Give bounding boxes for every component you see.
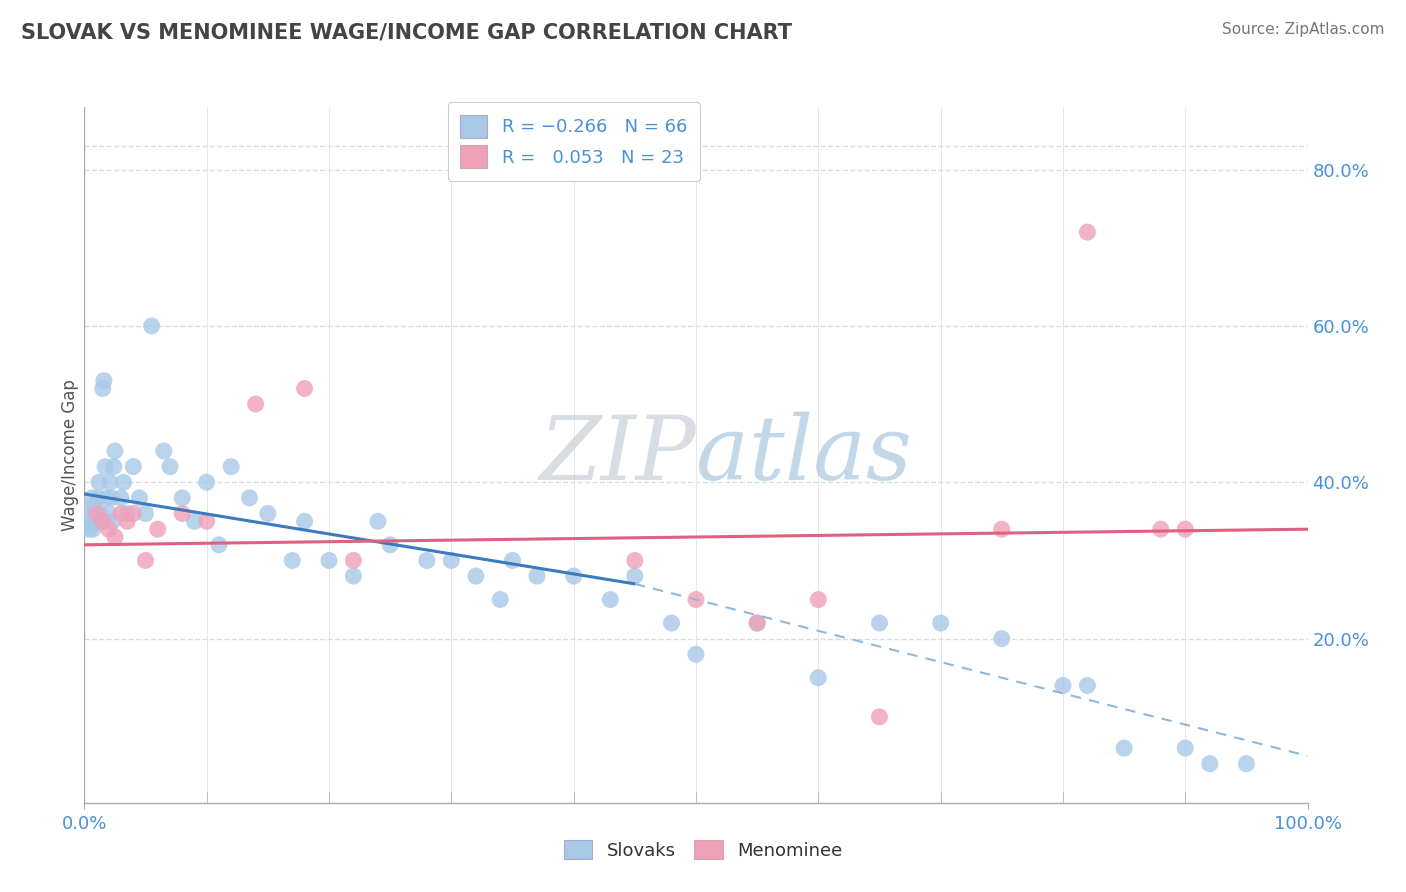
Point xyxy=(94,459,117,474)
Point xyxy=(115,514,138,528)
Point xyxy=(489,592,512,607)
Point xyxy=(91,382,114,396)
Point xyxy=(104,444,127,458)
Point xyxy=(80,491,103,505)
Point xyxy=(502,553,524,567)
Point xyxy=(1236,756,1258,771)
Point xyxy=(281,553,304,567)
Point xyxy=(87,475,110,490)
Point xyxy=(1076,679,1098,693)
Text: SLOVAK VS MENOMINEE WAGE/INCOME GAP CORRELATION CHART: SLOVAK VS MENOMINEE WAGE/INCOME GAP CORR… xyxy=(21,22,792,42)
Point xyxy=(128,491,150,505)
Point xyxy=(101,514,124,528)
Legend: R = −0.266   N = 66, R =   0.053   N = 23: R = −0.266 N = 66, R = 0.053 N = 23 xyxy=(447,103,700,181)
Text: ZIP: ZIP xyxy=(540,411,696,499)
Point xyxy=(1174,522,1197,536)
Point xyxy=(294,514,316,528)
Point xyxy=(104,530,127,544)
Point xyxy=(122,507,145,521)
Point xyxy=(380,538,402,552)
Point xyxy=(183,514,205,528)
Point xyxy=(135,507,157,521)
Point xyxy=(342,553,364,567)
Point xyxy=(141,318,163,333)
Point xyxy=(90,514,112,528)
Point xyxy=(869,615,891,630)
Point xyxy=(97,507,120,521)
Point xyxy=(929,615,952,630)
Point xyxy=(195,514,218,528)
Point xyxy=(146,522,169,536)
Point xyxy=(1150,522,1173,536)
Point xyxy=(342,569,364,583)
Point xyxy=(153,444,176,458)
Point xyxy=(238,491,260,505)
Point xyxy=(96,491,118,505)
Point xyxy=(1052,679,1074,693)
Point xyxy=(110,491,132,505)
Point xyxy=(84,507,107,521)
Point xyxy=(122,459,145,474)
Point xyxy=(112,475,135,490)
Point xyxy=(807,671,830,685)
Point xyxy=(440,553,463,567)
Point xyxy=(219,459,242,474)
Point xyxy=(1076,225,1098,239)
Y-axis label: Wage/Income Gap: Wage/Income Gap xyxy=(60,379,79,531)
Point xyxy=(318,553,340,567)
Point xyxy=(100,491,122,505)
Point xyxy=(807,592,830,607)
Point xyxy=(367,514,389,528)
Point xyxy=(257,507,280,521)
Point xyxy=(86,507,108,521)
Point xyxy=(747,615,769,630)
Point xyxy=(991,522,1014,536)
Point xyxy=(93,374,115,388)
Point xyxy=(82,522,104,536)
Point xyxy=(110,507,132,521)
Point xyxy=(87,491,110,505)
Point xyxy=(103,459,125,474)
Point xyxy=(83,499,105,513)
Text: atlas: atlas xyxy=(696,411,911,499)
Point xyxy=(172,491,194,505)
Point xyxy=(1114,741,1136,756)
Point xyxy=(464,569,486,583)
Text: Source: ZipAtlas.com: Source: ZipAtlas.com xyxy=(1222,22,1385,37)
Point xyxy=(685,647,707,661)
Point xyxy=(562,569,585,583)
Point xyxy=(97,522,120,536)
Point xyxy=(98,475,121,490)
Point xyxy=(76,507,98,521)
Point xyxy=(747,615,769,630)
Point xyxy=(79,514,101,528)
Point xyxy=(86,514,108,528)
Point xyxy=(91,514,114,528)
Point xyxy=(89,507,111,521)
Point xyxy=(115,507,138,521)
Point xyxy=(1198,756,1220,771)
Legend: Slovaks, Menominee: Slovaks, Menominee xyxy=(557,833,849,867)
Point xyxy=(208,538,231,552)
Point xyxy=(195,475,218,490)
Point xyxy=(245,397,267,411)
Point xyxy=(599,592,621,607)
Point xyxy=(1174,741,1197,756)
Point xyxy=(624,569,647,583)
Point xyxy=(77,522,100,536)
Point xyxy=(135,553,157,567)
Point xyxy=(661,615,683,630)
Point xyxy=(416,553,439,567)
Point xyxy=(159,459,181,474)
Point xyxy=(294,382,316,396)
Point xyxy=(991,632,1014,646)
Point xyxy=(869,710,891,724)
Point xyxy=(172,507,194,521)
Point xyxy=(685,592,707,607)
Point xyxy=(526,569,548,583)
Point xyxy=(624,553,647,567)
